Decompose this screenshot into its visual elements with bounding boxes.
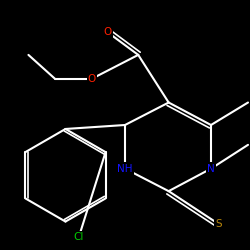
Text: O: O — [104, 28, 112, 38]
Text: Cl: Cl — [74, 232, 84, 242]
Text: NH: NH — [117, 164, 133, 174]
Text: N: N — [207, 164, 215, 174]
Text: O: O — [88, 74, 96, 84]
Text: S: S — [216, 219, 222, 229]
